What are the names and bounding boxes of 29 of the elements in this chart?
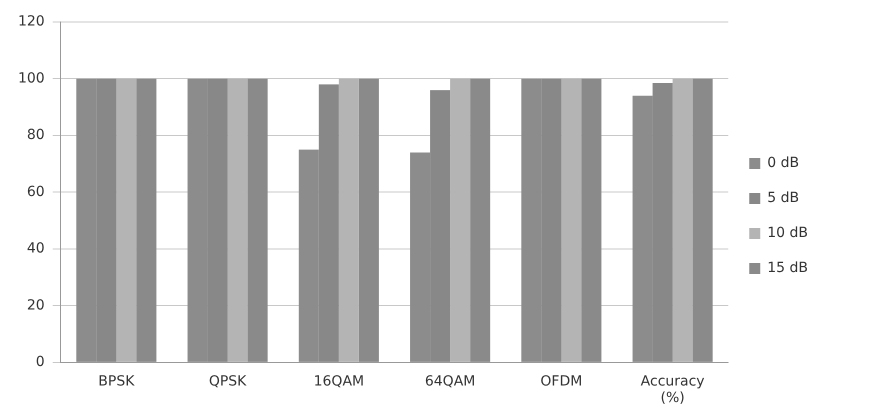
bar — [338, 78, 359, 362]
bar — [450, 78, 470, 362]
x-tick-label: OFDM — [540, 373, 582, 390]
legend-label: 10 dB — [767, 225, 808, 242]
bar — [228, 78, 248, 362]
legend-label: 15 dB — [767, 260, 808, 276]
bar — [692, 78, 713, 362]
bar — [116, 78, 136, 362]
y-tick-label: 60 — [26, 184, 45, 200]
bar — [672, 78, 693, 362]
bar — [248, 78, 268, 362]
bar — [358, 78, 379, 362]
bar — [581, 78, 602, 362]
y-tick-label: 20 — [26, 297, 45, 314]
legend-label: 5 dB — [767, 190, 800, 206]
y-tick-label: 40 — [26, 240, 45, 257]
bar — [136, 78, 156, 362]
legend-label: 0 dB — [767, 155, 800, 172]
x-tick-label: BPSK — [98, 373, 136, 390]
x-tick-label: Accuracy (%) — [640, 373, 705, 406]
y-tick-label: 120 — [18, 14, 45, 30]
y-tick-label: 0 — [36, 354, 45, 370]
x-tick-label: QPSK — [208, 373, 248, 390]
bar — [470, 78, 490, 362]
y-tick-label: 100 — [18, 70, 45, 86]
x-tick-label: 64QAM — [424, 373, 476, 390]
y-tick-label: 80 — [26, 127, 45, 144]
bar — [561, 78, 582, 362]
x-tick-label: 16QAM — [314, 373, 364, 390]
